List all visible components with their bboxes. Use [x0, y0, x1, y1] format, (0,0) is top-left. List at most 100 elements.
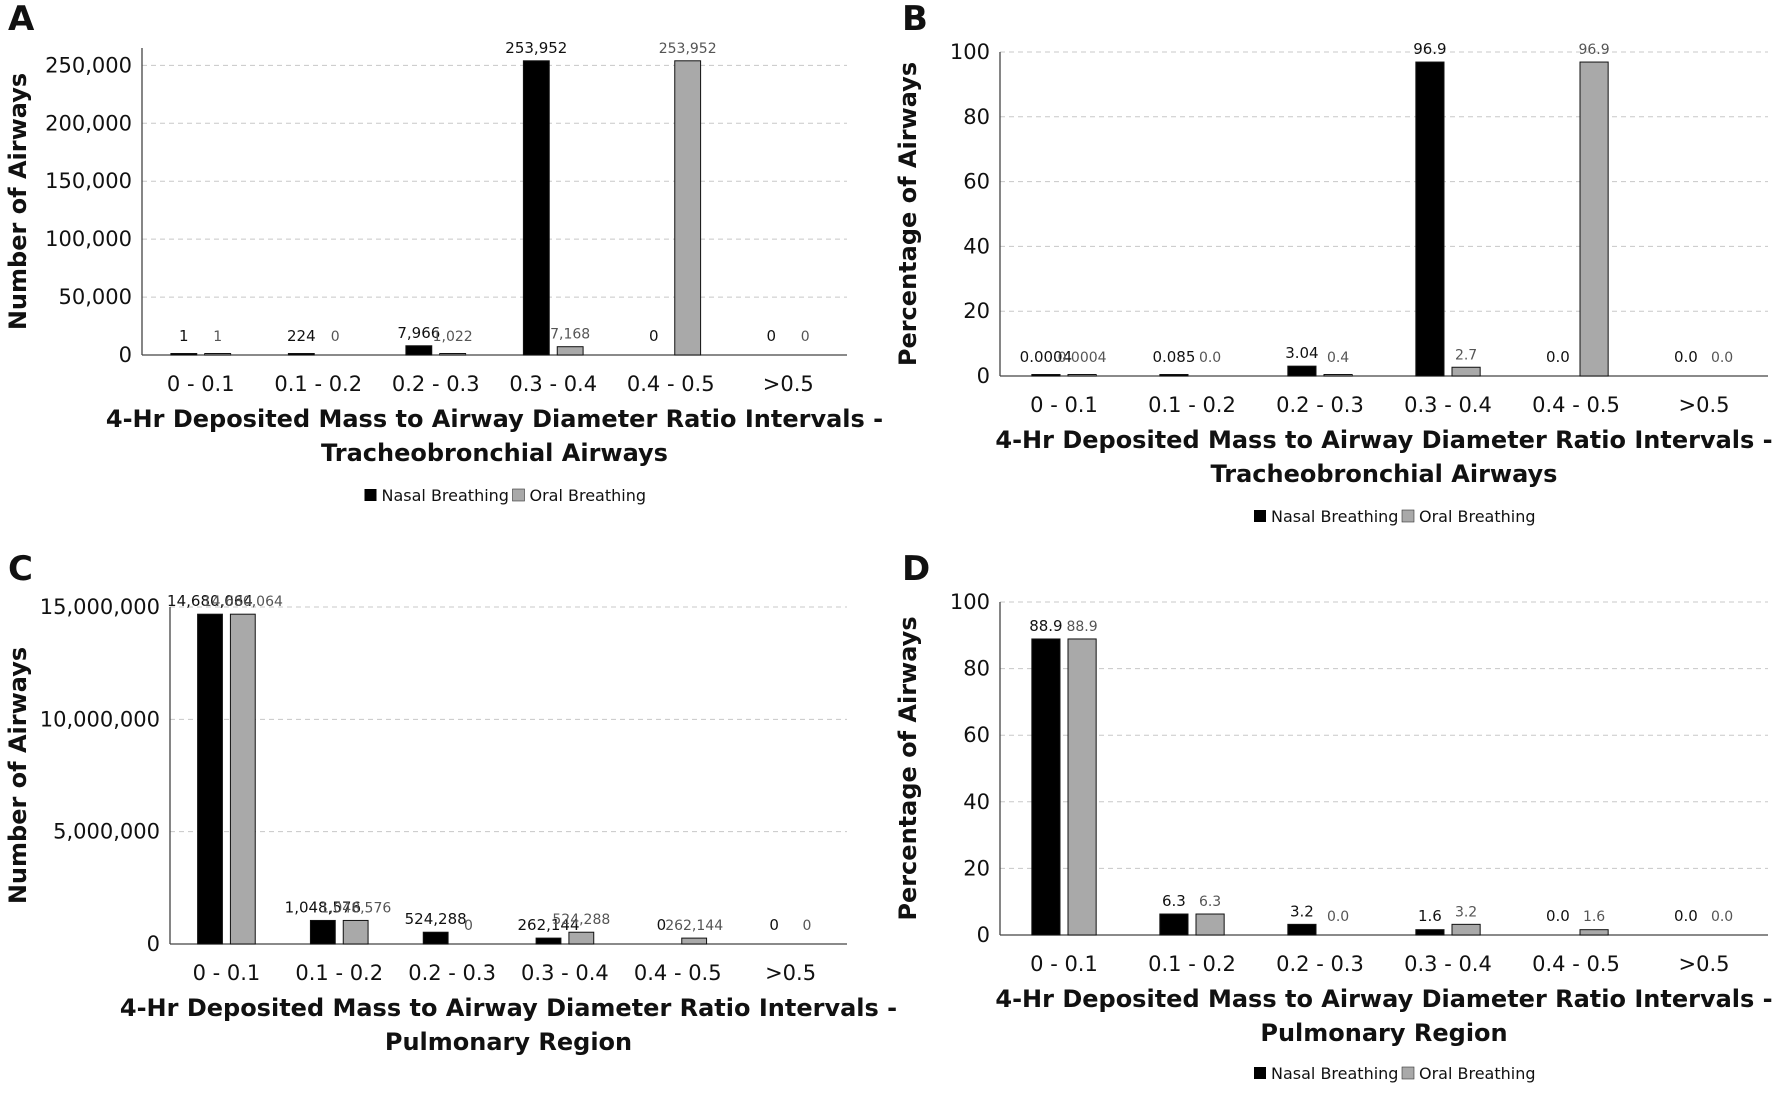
- bar-oral: [229, 613, 256, 945]
- x-tick-label: 0 - 0.1: [1030, 393, 1098, 417]
- chart-panel-d: D 0 20 40 60 80 100 0 - 0.1 88.9 88.9 0.1 - 0.2 6.3…: [894, 549, 1772, 1083]
- legend: Nasal Breathing Oral Breathing: [1254, 507, 1536, 526]
- bar-oral: [1067, 638, 1097, 936]
- value-label-nasal: 1.6: [1418, 907, 1442, 925]
- x-tick-label: 0.1 - 0.2: [274, 372, 362, 396]
- x-axis-subtitle: Tracheobronchial Airways: [1211, 460, 1558, 488]
- bar-nasal: [522, 60, 550, 356]
- y-tick-label: 0: [977, 923, 990, 947]
- value-label-oral: 0.0: [1327, 909, 1349, 925]
- legend-swatch-nasal: [364, 489, 377, 501]
- bar-nasal: [405, 345, 433, 356]
- value-label-oral: 1.6: [1583, 909, 1605, 925]
- y-axis-title: Number of Airways: [4, 647, 32, 904]
- value-label-nasal: 3.04: [1285, 344, 1318, 362]
- y-tick-label: 60: [963, 723, 990, 747]
- value-label-oral: 96.9: [1578, 42, 1609, 58]
- bar-nasal: [1415, 929, 1445, 936]
- legend-swatch-nasal: [1254, 1067, 1266, 1079]
- value-label-oral: 1,048,576: [320, 900, 391, 916]
- y-tick-label: 80: [963, 657, 990, 681]
- value-label-oral: 0.0004: [1058, 350, 1107, 366]
- chart-panel-a: A 0 50,000 100,000 150,000 200,000 250,000 0 - …: [4, 0, 883, 505]
- value-label-nasal: 0.0: [1546, 348, 1570, 366]
- chart-panel-c: C 0 5,000,000 10,000,000 15,000,000 0 - 0.1 14…: [4, 549, 897, 1056]
- y-tick-label: 40: [963, 790, 990, 814]
- value-label-oral: 1: [213, 329, 222, 345]
- value-label-oral: 1,022: [433, 329, 473, 345]
- panel-letter: B: [902, 0, 928, 39]
- x-tick-label: 0.1 - 0.2: [1148, 393, 1236, 417]
- bar-oral: [1323, 374, 1353, 377]
- value-label-nasal: 1,048,576: [285, 898, 361, 916]
- value-label-oral: 0: [803, 918, 812, 934]
- value-label-nasal: 224: [287, 327, 316, 345]
- y-axis-title: Number of Airways: [4, 73, 32, 330]
- bar-nasal: [170, 353, 198, 356]
- x-tick-label: 0.4 - 0.5: [627, 372, 715, 396]
- x-tick-label: 0.2 - 0.3: [1276, 393, 1364, 417]
- bar-oral: [439, 353, 467, 356]
- value-label-oral: 7,168: [550, 327, 590, 343]
- value-label-oral: 0: [331, 329, 340, 345]
- y-tick-label: 100: [950, 590, 990, 614]
- legend: Nasal Breathing Oral Breathing: [364, 486, 647, 505]
- bar-oral: [568, 931, 595, 945]
- y-tick-label: 100: [950, 40, 990, 64]
- bar-oral: [1451, 366, 1481, 377]
- bar-nasal: [535, 937, 562, 945]
- x-tick-label: >0.5: [763, 372, 814, 396]
- legend-swatch-oral: [512, 488, 525, 502]
- value-label-oral: 524,288: [552, 912, 610, 928]
- y-tick-label: 20: [963, 299, 990, 323]
- value-label-oral: 6.3: [1199, 894, 1221, 910]
- y-tick-label: 60: [963, 170, 990, 194]
- x-axis-title: 4-Hr Deposited Mass to Airway Diameter R…: [995, 985, 1772, 1013]
- x-axis-title: 4-Hr Deposited Mass to Airway Diameter R…: [995, 426, 1772, 454]
- bar-oral: [674, 60, 702, 356]
- value-label-nasal: 253,952: [505, 39, 567, 57]
- value-label-nasal: 262,144: [517, 916, 579, 934]
- bar-nasal: [1031, 638, 1061, 936]
- value-label-nasal: 1: [179, 327, 189, 345]
- x-tick-label: 0.2 - 0.3: [1276, 952, 1364, 976]
- value-label-nasal: 0.0: [1674, 907, 1698, 925]
- legend-label-oral: Oral Breathing: [1419, 507, 1536, 526]
- legend-swatch-oral: [1401, 1066, 1415, 1080]
- value-label-oral: 0: [801, 329, 810, 345]
- x-tick-label: 0.1 - 0.2: [1148, 952, 1236, 976]
- x-tick-label: 0.3 - 0.4: [521, 961, 609, 985]
- legend-label-nasal: Nasal Breathing: [382, 486, 509, 505]
- value-label-oral: 0: [464, 918, 473, 934]
- y-axis-title: Percentage of Airways: [894, 62, 922, 366]
- bar-nasal: [1415, 61, 1445, 377]
- value-label-nasal: 14,680,064: [167, 592, 253, 610]
- legend-swatch-nasal: [1254, 510, 1266, 522]
- x-tick-label: >0.5: [1679, 952, 1730, 976]
- value-label-oral: 2.7: [1455, 347, 1477, 363]
- y-tick-label: 5,000,000: [53, 820, 160, 844]
- value-label-nasal: 96.9: [1413, 40, 1446, 58]
- bar-nasal: [1159, 913, 1189, 936]
- value-label-nasal: 7,966: [397, 324, 440, 342]
- value-label-nasal: 0.0: [1674, 348, 1698, 366]
- bar-oral: [1451, 923, 1481, 936]
- legend-label-nasal: Nasal Breathing: [1271, 507, 1398, 526]
- legend-label-oral: Oral Breathing: [530, 486, 647, 505]
- y-tick-label: 20: [963, 856, 990, 880]
- value-label-oral: 0.0: [1199, 350, 1221, 366]
- x-tick-label: 0.1 - 0.2: [295, 961, 383, 985]
- y-tick-label: 250,000: [45, 53, 132, 77]
- y-tick-label: 50,000: [59, 285, 132, 309]
- x-tick-label: 0.3 - 0.4: [1404, 952, 1492, 976]
- panel-letter: C: [8, 549, 33, 589]
- x-axis-title: 4-Hr Deposited Mass to Airway Diameter R…: [120, 994, 897, 1022]
- y-tick-label: 40: [963, 234, 990, 258]
- x-axis-title: 4-Hr Deposited Mass to Airway Diameter R…: [106, 405, 883, 433]
- y-tick-label: 0: [977, 364, 990, 388]
- value-label-oral: 3.2: [1455, 904, 1477, 920]
- y-tick-label: 150,000: [45, 169, 132, 193]
- x-tick-label: 0.4 - 0.5: [1532, 393, 1620, 417]
